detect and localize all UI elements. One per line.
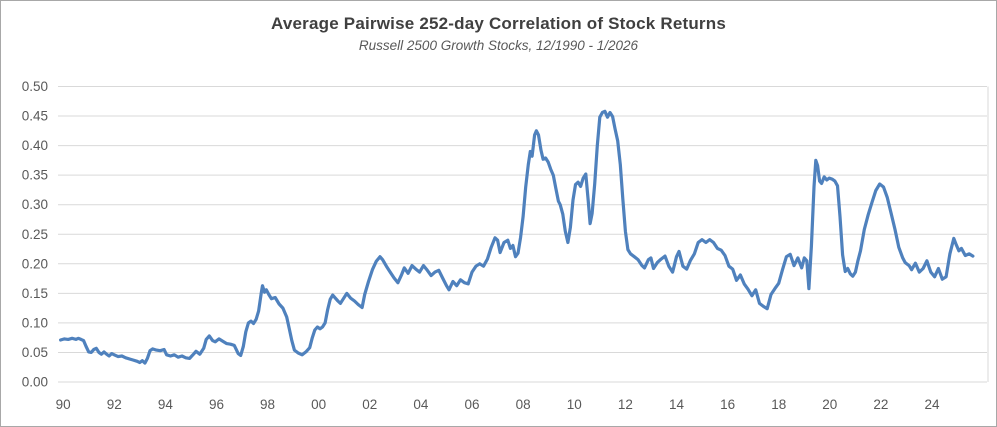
chart-subtitle: Russell 2500 Growth Stocks, 12/1990 - 1/…	[358, 38, 639, 53]
x-tick-label: 92	[107, 397, 122, 412]
y-tick-label: 0.00	[22, 375, 48, 390]
x-tick-label: 98	[260, 397, 275, 412]
y-tick-label: 0.30	[22, 197, 48, 212]
x-tick-label: 94	[158, 397, 174, 412]
x-tick-label: 08	[516, 397, 531, 412]
x-tick-label: 06	[465, 397, 480, 412]
x-tick-label: 12	[618, 397, 633, 412]
correlation-line-series	[58, 109, 975, 365]
y-tick-label: 0.35	[22, 168, 48, 183]
y-tick-label: 0.40	[22, 138, 48, 153]
x-tick-label: 16	[720, 397, 735, 412]
y-tick-label: 0.45	[22, 109, 48, 124]
chart-title: Average Pairwise 252-day Correlation of …	[271, 14, 726, 33]
x-tick-label: 24	[925, 397, 941, 412]
x-tick-label: 96	[209, 397, 224, 412]
x-tick-label: 10	[567, 397, 582, 412]
x-tick-label: 00	[311, 397, 326, 412]
y-tick-label: 0.10	[22, 315, 48, 330]
x-tick-label: 18	[771, 397, 786, 412]
x-tick-label: 14	[669, 397, 685, 412]
y-tick-label: 0.20	[22, 256, 48, 271]
x-tick-label: 02	[362, 397, 377, 412]
x-tick-label: 90	[56, 397, 71, 412]
y-tick-label: 0.15	[22, 286, 48, 301]
y-tick-label: 0.50	[22, 79, 48, 94]
x-tick-label: 20	[822, 397, 837, 412]
y-tick-label: 0.25	[22, 227, 48, 242]
x-tick-label: 22	[873, 397, 888, 412]
x-tick-label: 04	[413, 397, 429, 412]
y-tick-label: 0.05	[22, 345, 48, 360]
